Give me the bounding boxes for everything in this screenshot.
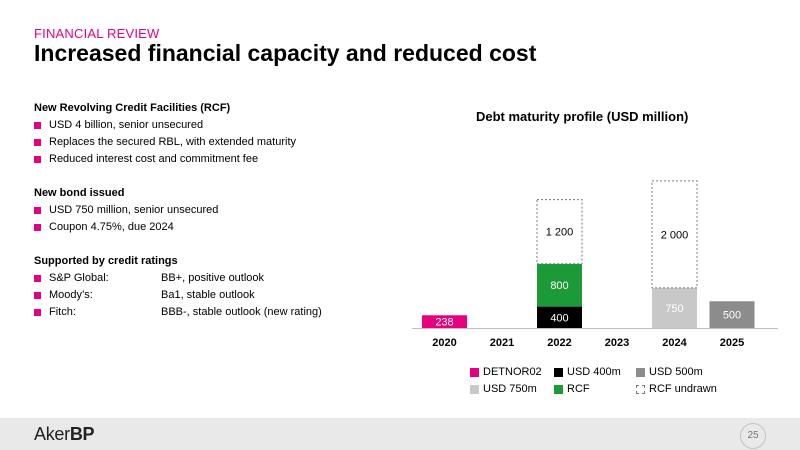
- bar-rcf-2022: [537, 263, 582, 307]
- legend-item: RCF: [554, 383, 590, 395]
- page-title: Increased financial capacity and reduced…: [34, 40, 537, 66]
- rating-item: Moody’s: Ba1, stable outlook: [34, 287, 394, 304]
- legend-label: USD 400m: [567, 366, 621, 378]
- logo-text-bp: BP: [69, 424, 95, 444]
- legend-item: USD 500m: [636, 366, 703, 378]
- debt-maturity-chart: 238 2020 2021 400 800 1 200 2022 2023 750 2 000 20…: [412, 180, 778, 349]
- bullet-square-icon: [34, 122, 41, 129]
- bullet-text: Replaces the secured RBL, with extended …: [49, 136, 297, 148]
- bullet-square-icon: [34, 139, 41, 146]
- bar-detnor02-2020: [422, 315, 467, 328]
- legend-item: DETNOR02: [470, 366, 542, 378]
- rating-item: Fitch: BBB-, stable outlook (new rating): [34, 304, 394, 321]
- rating-value: BBB-, stable outlook (new rating): [161, 306, 322, 318]
- legend-label: USD 750m: [483, 383, 537, 395]
- bullet-square-icon: [34, 207, 41, 214]
- bullet-item: Reduced interest cost and commitment fee: [34, 151, 394, 168]
- legend-swatch: [554, 367, 563, 377]
- x-tick-label: 2024: [662, 337, 687, 349]
- bond-heading: New bond issued: [34, 187, 125, 199]
- bond-section: New bond issued USD 750 million, senior …: [34, 185, 394, 236]
- page-number: 25: [740, 423, 766, 449]
- legend-label: DETNOR02: [483, 366, 542, 378]
- bullet-square-icon: [34, 309, 41, 316]
- x-tick-label: 2020: [432, 337, 456, 349]
- legend-swatch: [470, 367, 479, 377]
- x-tick-label: 2021: [490, 337, 514, 349]
- bullet-square-icon: [34, 156, 41, 163]
- bullet-item: Replaces the secured RBL, with extended …: [34, 134, 394, 151]
- bar-usd-750m-2024: [652, 287, 697, 328]
- bar-rcf-undrawn-2022: [536, 199, 583, 265]
- legend-item: USD 400m: [554, 366, 621, 378]
- rating-agency: S&P Global:: [49, 272, 109, 284]
- data-label: 2 000: [661, 229, 689, 241]
- bullet-item: Coupon 4.75%, due 2024: [34, 219, 394, 236]
- chart-title: Debt maturity profile (USD million): [476, 109, 689, 124]
- rating-agency: Moody’s:: [49, 289, 93, 301]
- rating-value: BB+, positive outlook: [161, 272, 265, 284]
- rating-value: Ba1, stable outlook: [161, 289, 255, 301]
- bullet-square-icon: [34, 292, 41, 299]
- bullet-text: Reduced interest cost and commitment fee: [49, 153, 259, 165]
- data-label: 750: [665, 303, 683, 315]
- legend-swatch: [470, 384, 479, 394]
- legend-item: RCF undrawn: [636, 383, 717, 395]
- bar-rcf-undrawn-2024: [651, 180, 698, 289]
- legend-label: USD 500m: [649, 366, 703, 378]
- legend-swatch: [554, 384, 563, 394]
- akerbp-logo: AkerBP: [34, 424, 95, 445]
- data-label: 800: [550, 280, 568, 292]
- rcf-section: New Revolving Credit Facilities (RCF) US…: [34, 100, 394, 168]
- bullet-item: USD 4 billion, senior unsecured: [34, 117, 394, 134]
- bullet-square-icon: [34, 224, 41, 231]
- rcf-heading: New Revolving Credit Facilities (RCF): [34, 102, 231, 114]
- ratings-heading: Supported by credit ratings: [34, 255, 178, 267]
- footer-bar: [0, 418, 800, 450]
- rating-item: S&P Global: BB+, positive outlook: [34, 270, 394, 287]
- rating-agency: Fitch:: [49, 306, 76, 318]
- legend-swatch: [636, 367, 645, 377]
- x-tick-label: 2025: [720, 337, 744, 349]
- ratings-section: Supported by credit ratings S&P Global: B…: [34, 253, 394, 321]
- x-tick-label: 2023: [605, 337, 629, 349]
- bullet-text: Coupon 4.75%, due 2024: [49, 221, 174, 233]
- bullet-text: USD 4 billion, senior unsecured: [49, 119, 204, 131]
- bullet-square-icon: [34, 275, 41, 282]
- legend-item: USD 750m: [470, 383, 537, 395]
- legend-swatch: [636, 384, 645, 394]
- legend-label: RCF undrawn: [649, 383, 717, 395]
- data-label: 400: [550, 312, 568, 324]
- x-tick-label: 2022: [547, 337, 571, 349]
- bullet-item: USD 750 million, senior unsecured: [34, 202, 394, 219]
- section-kicker: FINANCIAL REVIEW: [34, 26, 160, 41]
- bullet-text: USD 750 million, senior unsecured: [49, 204, 219, 216]
- bar-usd-400m-2022: [537, 306, 582, 328]
- data-label: 1 200: [546, 227, 574, 239]
- left-text-panel: New Revolving Credit Facilities (RCF) US…: [34, 100, 394, 338]
- legend-label: RCF: [567, 383, 590, 395]
- bar-usd-500m-2025: [709, 301, 755, 328]
- logo-text-aker: Aker: [34, 424, 70, 444]
- data-label: 500: [723, 310, 741, 322]
- data-label: 238: [435, 317, 453, 329]
